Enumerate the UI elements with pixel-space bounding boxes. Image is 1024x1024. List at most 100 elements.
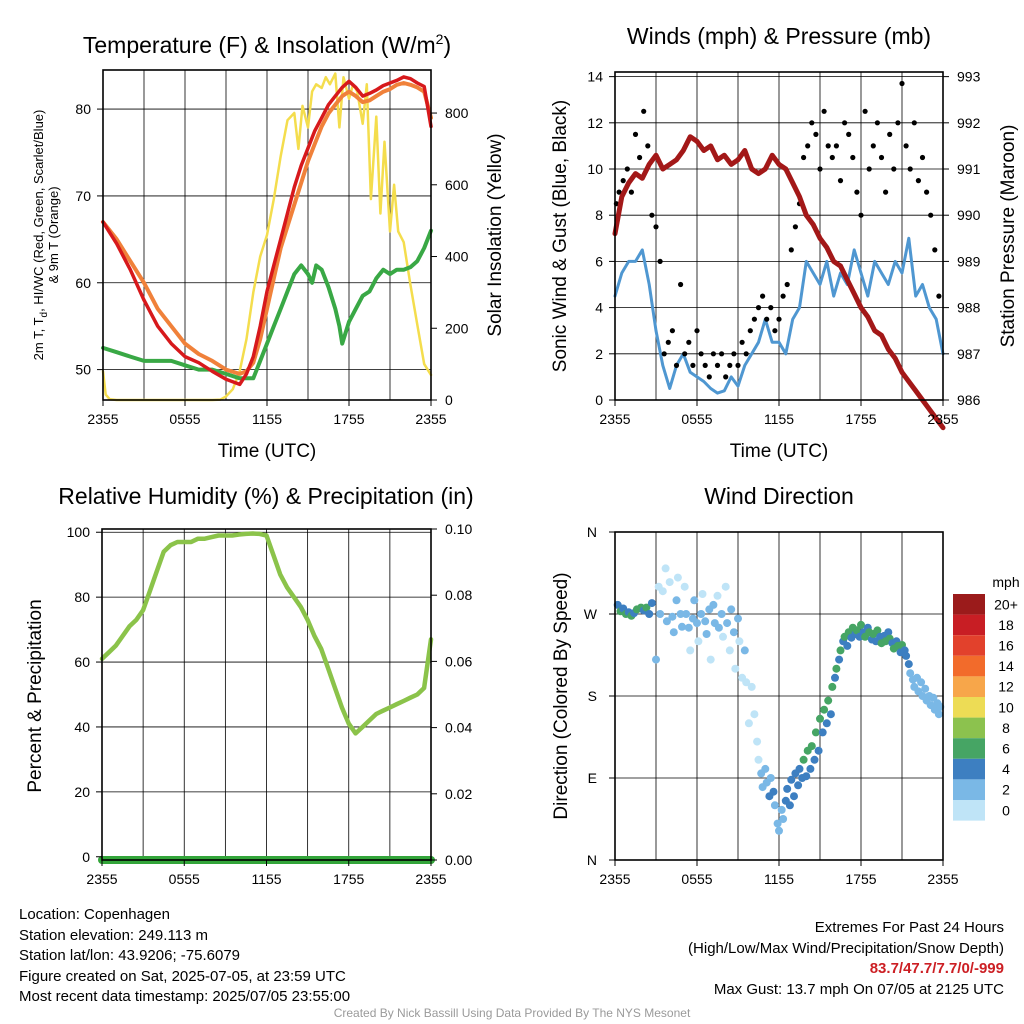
colorbar-label: 14 — [998, 658, 1014, 674]
gust-point — [624, 166, 630, 172]
gust-point — [862, 108, 868, 114]
direction-point — [906, 669, 915, 678]
gust-point — [747, 328, 753, 334]
colorbar-label: 16 — [998, 638, 1014, 654]
direction-point — [734, 614, 742, 623]
direction-point — [725, 646, 734, 655]
colorbar-swatch — [953, 594, 985, 615]
colorbar-label: 18 — [998, 617, 1014, 633]
colorbar-swatch — [953, 779, 985, 800]
x-tick-label: 2355 — [86, 871, 117, 887]
gust-point — [801, 154, 807, 161]
x-tick-label: 2355 — [599, 871, 630, 887]
direction-point — [669, 628, 678, 637]
x-tick-label: 1755 — [333, 871, 364, 887]
gust-point — [878, 154, 885, 161]
temperature-ylabel-line2: & 9m T (Orange) — [46, 186, 61, 283]
winds-panel-title: Winds (mph) & Pressure (mb) — [627, 23, 931, 49]
temperature-xlabel: Time (UTC) — [218, 441, 317, 462]
direction-point — [680, 582, 689, 591]
y-tick-label: 988 — [957, 300, 981, 316]
direction-point — [686, 646, 695, 655]
direction-point — [824, 696, 833, 705]
colorbar-swatch — [953, 676, 985, 697]
x-tick-label: 0555 — [169, 411, 200, 427]
direction-point — [831, 673, 839, 682]
direction-point — [693, 619, 701, 628]
direction-point — [731, 664, 740, 673]
y-tick-label: 0.04 — [445, 720, 472, 736]
gust-point — [698, 351, 704, 357]
direction-point — [929, 693, 938, 702]
gust-point — [866, 166, 872, 172]
colorbar-title: mph — [992, 574, 1019, 590]
direction-point — [802, 772, 811, 781]
y-tick-label: 12 — [587, 115, 603, 131]
direction-point — [754, 755, 763, 764]
colorbar-label: 0 — [1002, 802, 1010, 818]
direction-point — [775, 826, 783, 835]
extremes-legend: (High/Low/Max Wind/Precipitation/Snow De… — [688, 939, 1004, 957]
y-tick-label: 200 — [445, 320, 469, 336]
x-tick-label: 1755 — [845, 411, 876, 427]
y-tick-label: 14 — [587, 69, 603, 85]
temperature-x-ticks: 2355 0555 1155 1755 2355 — [87, 400, 447, 427]
station-elevation: Station elevation: 249.113 m — [19, 926, 209, 944]
direction-point — [873, 626, 882, 635]
gust-point — [628, 189, 635, 195]
colorbar-label: 2 — [1002, 782, 1010, 798]
direction-point — [676, 610, 685, 618]
gust-point — [641, 108, 647, 114]
y-tick-label: 0.06 — [445, 653, 472, 669]
direction-point — [832, 664, 841, 673]
direction-point — [719, 632, 727, 641]
direction-point — [647, 599, 656, 608]
winds-grid — [614, 72, 944, 401]
gust-point — [907, 166, 913, 172]
gust-point — [911, 120, 917, 126]
gust-point — [829, 154, 835, 161]
wind-direction-panel: Wind Direction 2355 0555 1155 1755 2355 N E S W… — [551, 483, 1020, 887]
gust-point — [870, 143, 876, 149]
direction-point — [785, 801, 794, 810]
recent-timestamp: Most recent data timestamp: 2025/07/05 2… — [19, 988, 351, 1005]
colorbar-swatch — [953, 635, 985, 656]
station-info: Location: Copenhagen Station elevation: … — [19, 905, 350, 1008]
y-tick-label: 600 — [445, 177, 469, 193]
gust-point — [723, 374, 729, 380]
direction-point — [697, 610, 706, 618]
direction-point — [761, 764, 770, 773]
direction-point — [917, 678, 926, 687]
gust-point — [637, 154, 643, 161]
direction-point — [816, 714, 824, 723]
gust-point — [682, 351, 688, 357]
direction-point — [857, 620, 865, 629]
insolation-y-ticks-right: 0 200 400 600 800 — [431, 105, 469, 408]
gust-point — [743, 351, 749, 357]
y-tick-label: 989 — [957, 253, 981, 269]
temp_9m-line — [101, 81, 433, 376]
x-tick-label: 2355 — [415, 411, 446, 427]
humidity-ylabel: Percent & Precipitation — [25, 599, 46, 792]
gust-point — [755, 305, 762, 311]
direction-point — [818, 728, 827, 737]
gust-point — [813, 131, 819, 137]
x-tick-label: 2355 — [87, 411, 118, 427]
direction-point — [701, 617, 710, 626]
gust-point — [731, 351, 737, 357]
gust-point — [616, 189, 622, 195]
y-tick-label: 0.10 — [445, 521, 472, 537]
pressure-ylabel: Station Pressure (Maroon) — [998, 125, 1019, 348]
direction-point — [902, 651, 911, 660]
colorbar-swatch — [953, 738, 985, 759]
colorbar-label: 4 — [1002, 761, 1010, 777]
direction-point — [694, 637, 703, 646]
gust-point — [702, 362, 708, 368]
gust-point — [915, 178, 922, 184]
y-tick-label: 70 — [75, 188, 91, 204]
direction-point — [835, 655, 844, 664]
direction-point — [717, 610, 726, 618]
gust-point — [649, 212, 655, 218]
direction-point — [852, 626, 861, 635]
gust-point — [653, 224, 659, 230]
